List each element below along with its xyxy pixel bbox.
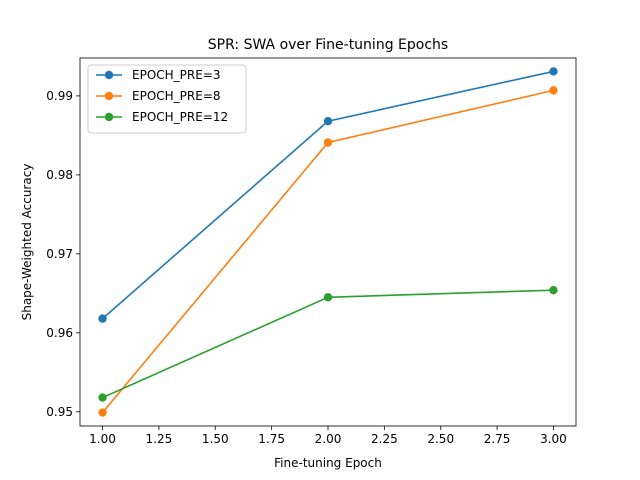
data-point: [98, 314, 107, 323]
legend-box: [87, 64, 247, 134]
x-tick-label: 1.50: [202, 432, 229, 446]
y-axis-title: Shape-Weighted Accuracy: [20, 164, 34, 321]
y-tick-label: 0.99: [46, 89, 73, 103]
data-point: [549, 86, 558, 95]
x-tick-label: 3.00: [540, 432, 567, 446]
y-tick-label: 0.96: [46, 326, 73, 340]
x-tick-label: 2.75: [484, 432, 511, 446]
x-tick-label: 1.25: [146, 432, 173, 446]
chart-title: SPR: SWA over Fine-tuning Epochs: [208, 37, 448, 53]
data-point: [323, 293, 333, 302]
legend-marker: [104, 112, 114, 122]
plot-area: 1.00 1.25 1.50 1.75 2.00 2.25 2.50 2.75 3.00 0.95…: [46, 57, 577, 446]
legend-label: EPOCH_PRE=12: [132, 110, 228, 124]
legend-marker: [104, 70, 114, 80]
series-line-3: [102, 289, 554, 399]
legend-label: EPOCH_PRE=8: [132, 89, 221, 103]
y-tick-label: 0.98: [46, 168, 73, 182]
legend: EPOCH_PRE=3 EPOCH_PRE=8 EPOCH_PRE=12: [87, 64, 247, 134]
x-tick-label: 2.50: [427, 432, 454, 446]
data-point: [98, 408, 107, 417]
legend-marker: [104, 91, 114, 101]
data-point: [549, 285, 558, 295]
x-axis-title: Fine-tuning Epoch: [274, 456, 382, 470]
data-point: [323, 138, 333, 147]
y-tick-label: 0.95: [46, 405, 73, 419]
x-tick-label: 1.75: [258, 432, 285, 446]
data-point: [549, 67, 558, 76]
x-tick-label: 2.25: [371, 432, 398, 446]
y-tick-label: 0.97: [46, 247, 73, 261]
legend-label: EPOCH_PRE=3: [132, 68, 221, 82]
x-tick-label: 1.00: [89, 432, 116, 446]
x-tick-label: 2.00: [315, 432, 342, 446]
plot-frame: [79, 57, 577, 427]
data-point: [323, 116, 333, 126]
data-point: [98, 393, 107, 402]
